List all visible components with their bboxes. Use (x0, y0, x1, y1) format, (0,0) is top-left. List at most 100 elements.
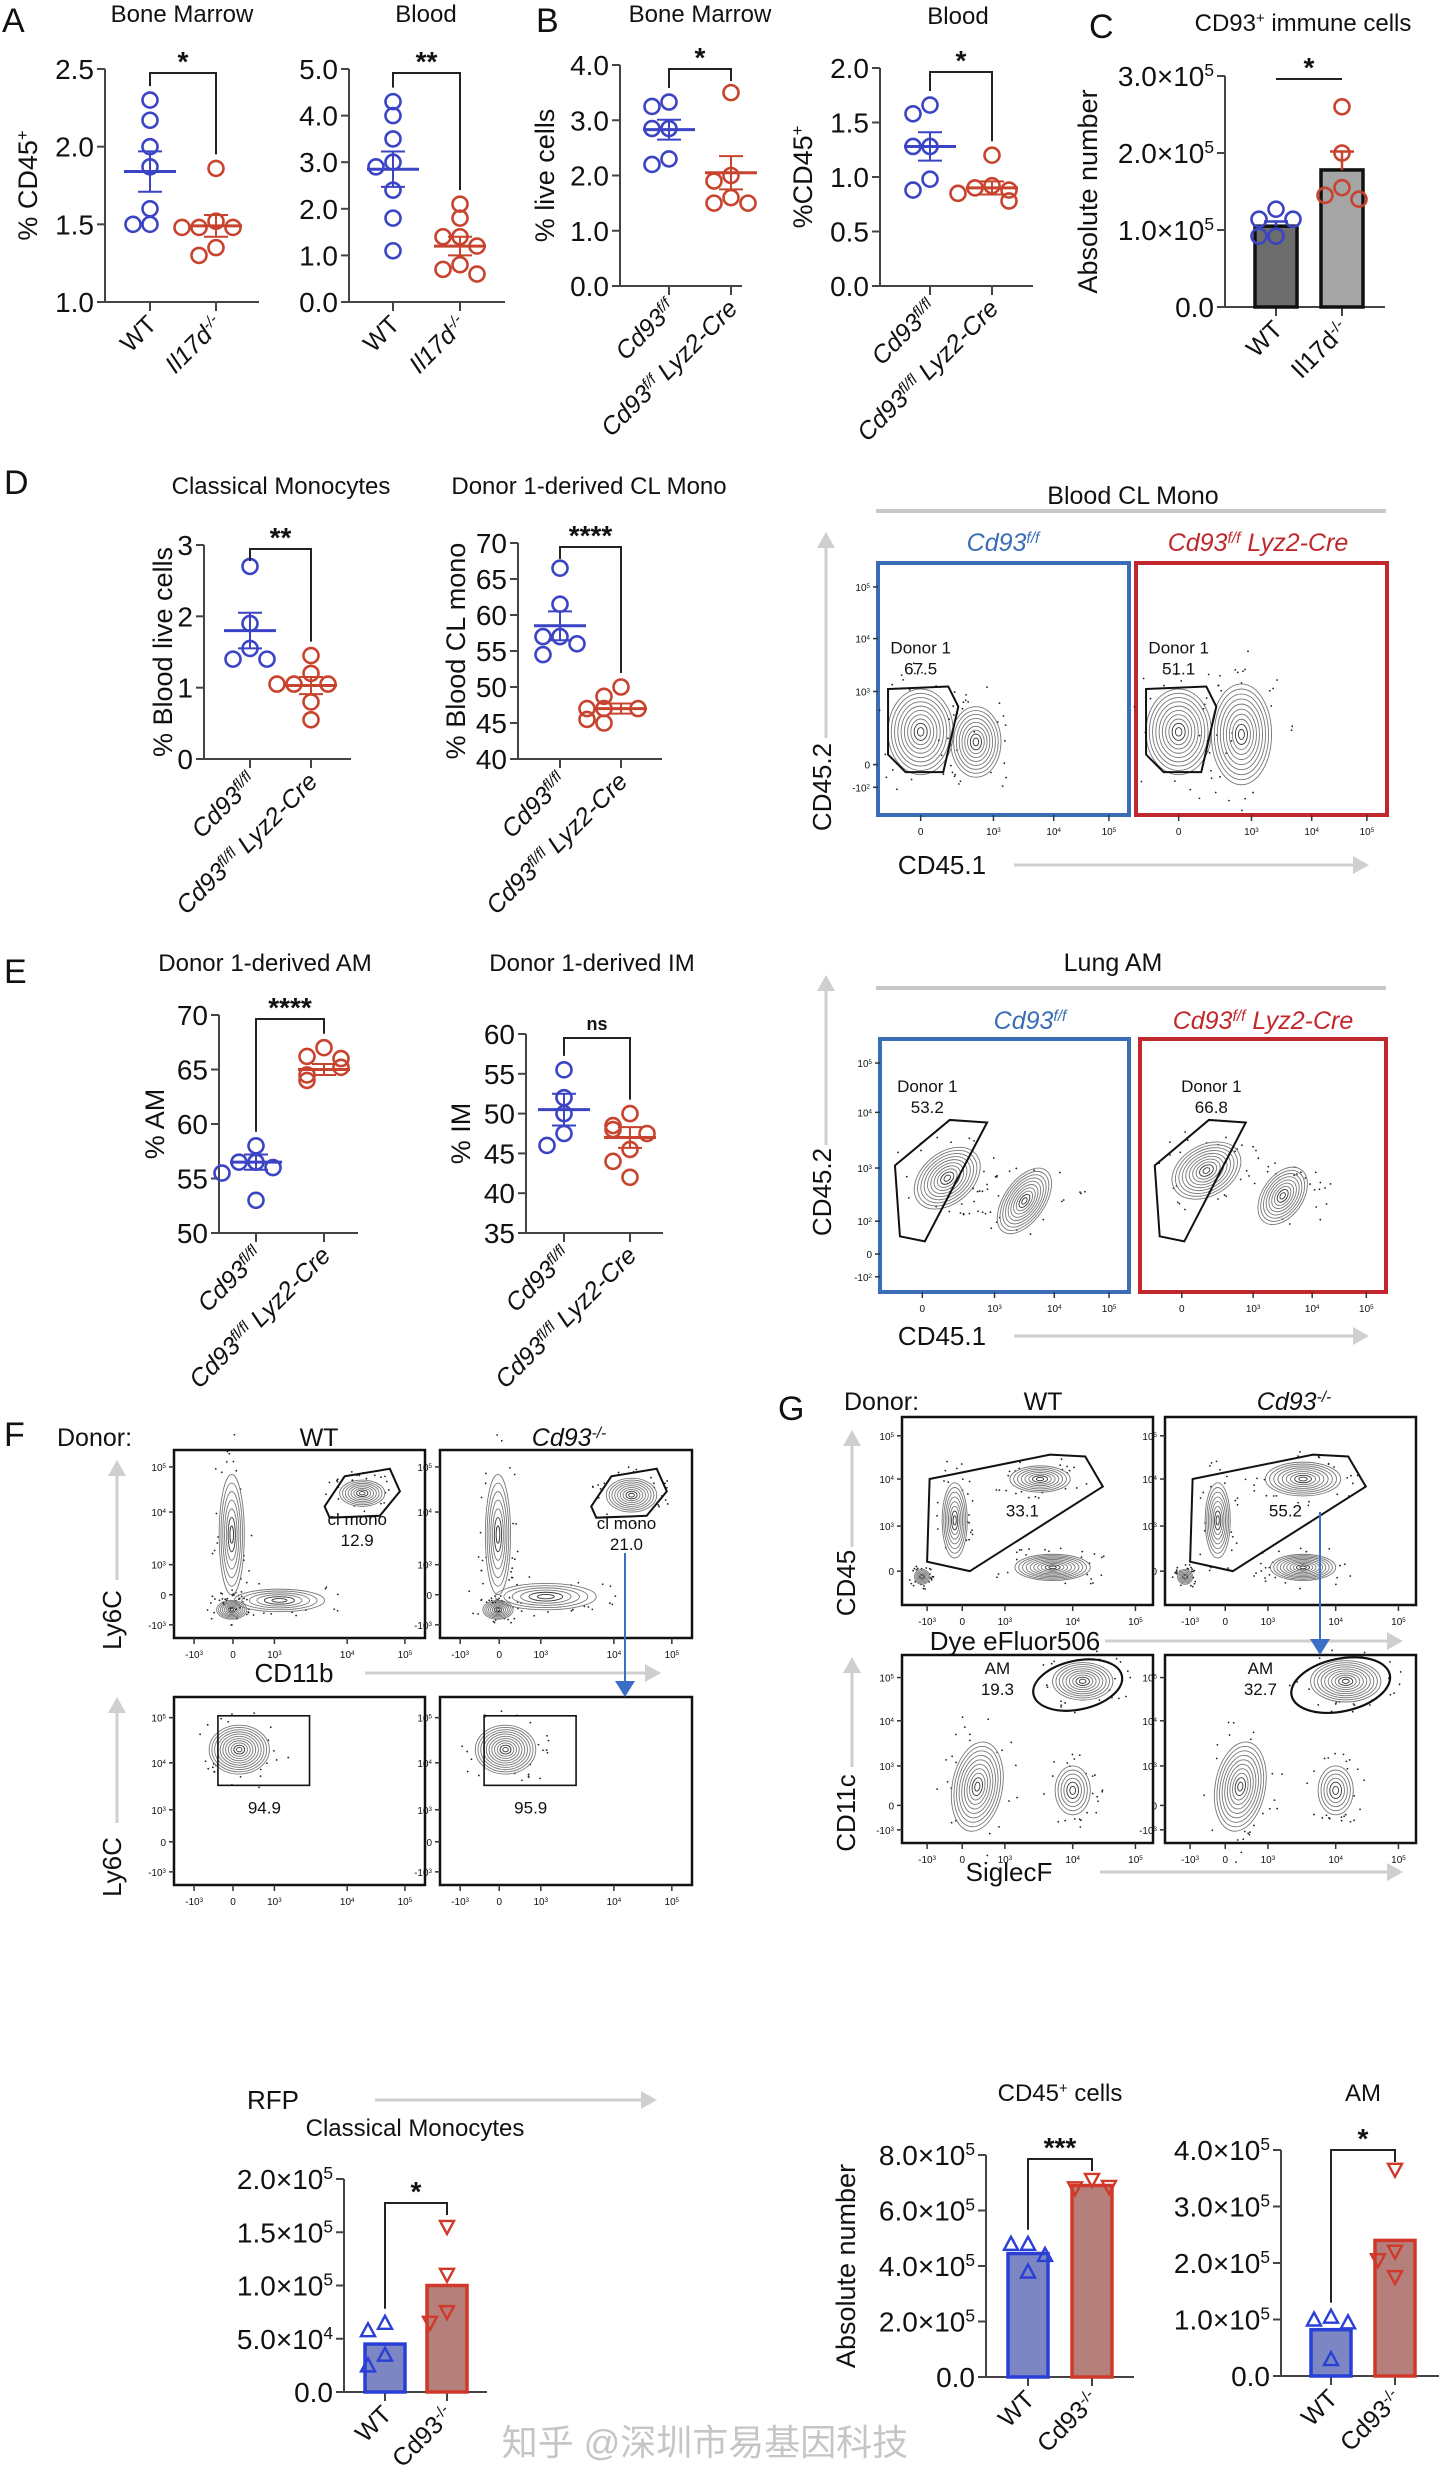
flow-y-tick-label-main: 10 (855, 688, 867, 699)
contour-line (1323, 1773, 1348, 1808)
contour-line (1219, 1750, 1262, 1823)
contour-line (1010, 1184, 1039, 1218)
event-dot (507, 1618, 509, 1621)
watermark: 知乎 @深圳市易基因科技 (502, 2422, 909, 2463)
event-dot (1228, 1734, 1231, 1736)
event-dot (1333, 1466, 1336, 1468)
data-point (1321, 2307, 1341, 2324)
contour-line (1292, 1563, 1314, 1572)
flow-y-tick-label-superscript: 3 (163, 1560, 167, 1567)
flow-y-tick-label: 103 (1142, 1761, 1157, 1773)
flow-x-tick-label-superscript: 3 (466, 1897, 470, 1904)
event-dot (952, 1841, 955, 1844)
flow-x-tick-label-main: 10 (1128, 1617, 1140, 1628)
contour-line (617, 1485, 646, 1505)
event-dot (1239, 1178, 1242, 1181)
contour-line (344, 1482, 380, 1504)
data-point (384, 209, 402, 227)
flow-x-tick-label-superscript: 5 (409, 1650, 413, 1657)
flow-y-tick-label: 105 (1142, 1431, 1157, 1443)
event-dot (1214, 791, 1217, 794)
data-point (722, 188, 740, 207)
event-dot (1175, 1572, 1178, 1575)
y-tick-label-main: 3.0×10 (1118, 61, 1204, 92)
strain-label-superscript: f/f (1053, 1008, 1068, 1025)
event-dot (968, 1733, 971, 1736)
event-dot (1296, 1681, 1299, 1683)
data-point (241, 557, 259, 576)
event-dot (1327, 1463, 1330, 1466)
y-axis-label: Absolute number (831, 2164, 861, 2368)
contour-line (493, 1607, 503, 1613)
data-point (1250, 227, 1268, 245)
contour-line (1029, 1559, 1076, 1576)
event-dot (952, 714, 955, 716)
flow-y-tick-label-main: 10 (1142, 1717, 1154, 1728)
contour-line (611, 1481, 652, 1509)
event-dot (275, 1759, 278, 1761)
flow-x-tick-label-superscript: 3 (1272, 1617, 1276, 1624)
event-dot (658, 1505, 660, 1508)
event-dot (1240, 682, 1243, 684)
event-dot (1016, 1796, 1018, 1799)
event-dot (1199, 1553, 1202, 1556)
y-tick-label-superscript: 5 (1260, 2247, 1270, 2267)
y-tick-label: 2.0×105 (1174, 2247, 1270, 2279)
arrow-up-icon (843, 1657, 861, 1673)
event-dot (225, 1599, 228, 1602)
event-dot (1115, 1657, 1118, 1660)
event-dot (500, 1439, 503, 1442)
event-dot (1318, 1188, 1321, 1191)
data-point (1267, 200, 1285, 219)
event-dot (1140, 780, 1143, 783)
contour-line (1013, 1467, 1067, 1492)
contour-line (972, 737, 980, 747)
contour-line (227, 1607, 236, 1613)
y-tick-label: 40 (476, 744, 507, 775)
y-tick-label: 3.0×105 (1174, 2191, 1270, 2223)
flow-y-tick-label: 0 (866, 1250, 872, 1261)
y-tick-label-superscript: 5 (323, 2216, 333, 2236)
flow-x-tick-label-main: 10 (1128, 1855, 1140, 1866)
flow-y-tick-label: 105 (151, 1462, 166, 1474)
flow-panel-f-donor-monocytes: Donor: WT Cd93-/-Ly6CCD11b1051041030-103-1… (57, 1424, 694, 2115)
event-dot (1297, 1501, 1300, 1504)
flow-x-tick-label-superscript: 3 (278, 1897, 282, 1904)
event-dot (1276, 1807, 1279, 1810)
contour-line (1214, 1510, 1222, 1531)
flow-y-tick-label-main: -10 (876, 1826, 891, 1837)
contour-line (1161, 709, 1196, 754)
y-tick-label: 1.0×105 (1174, 2304, 1270, 2336)
event-dot (542, 1749, 544, 1752)
event-dot (992, 1157, 995, 1159)
flow-y-tick-label: 0 (1151, 1567, 1157, 1578)
flow-x-tick-label-superscript: 5 (676, 1897, 680, 1904)
event-dot (915, 1568, 918, 1571)
contour-line (1334, 1674, 1357, 1688)
event-dot (492, 1620, 495, 1623)
strain-label: Cd93-/- (1257, 1388, 1331, 1416)
data-point (207, 238, 225, 257)
event-dot (1093, 1553, 1096, 1555)
y-tick-label: 2.0 (830, 53, 869, 84)
flow-y-tick-label: 104 (151, 1758, 166, 1770)
event-dot (929, 1568, 932, 1571)
event-dot (1025, 1553, 1027, 1556)
contour-line (1180, 1572, 1190, 1582)
flow-y-tick-label-main: 10 (151, 1463, 163, 1474)
chart-title: Blood (927, 3, 988, 30)
event-dot (1308, 1500, 1310, 1503)
data-point (434, 260, 452, 279)
contour-line (230, 1742, 248, 1757)
event-dot (915, 1565, 918, 1568)
flow-y-tick-label: 103 (879, 1522, 894, 1534)
data-point (1267, 227, 1285, 245)
flow-y-tick-label-superscript: 2 (869, 1272, 873, 1279)
contour-line (488, 1735, 523, 1764)
strain-label: WT (1024, 1388, 1063, 1416)
event-dot (1328, 1817, 1331, 1820)
flow-y-tick-label: 103 (151, 1560, 166, 1572)
